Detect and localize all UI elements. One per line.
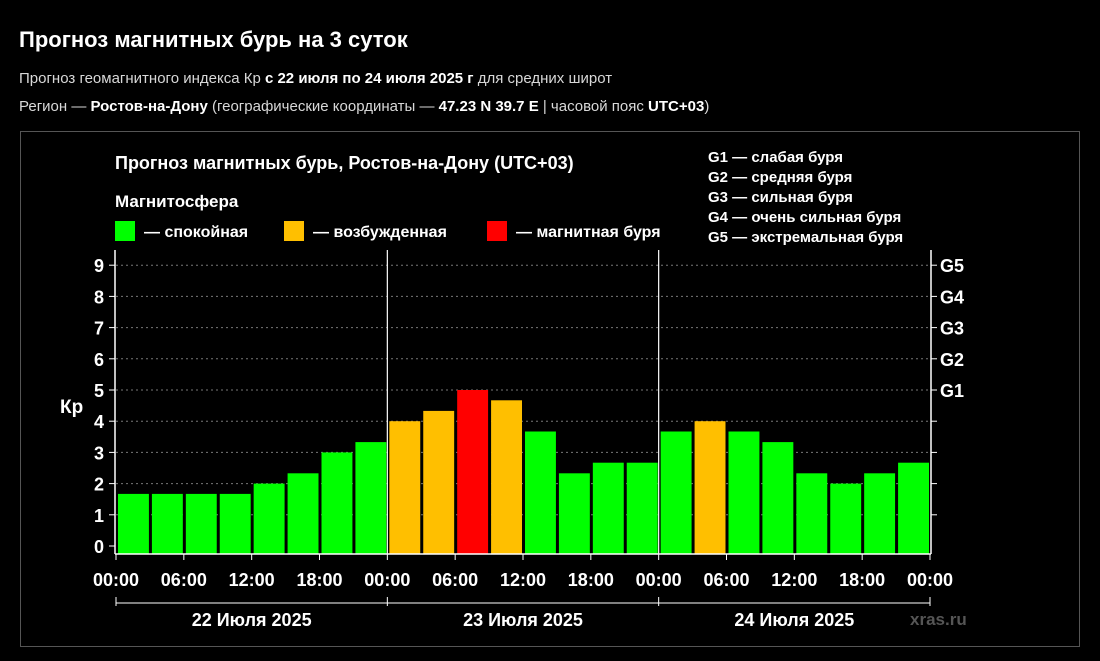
y-tick-label: 4 — [94, 412, 104, 432]
subtitle-prefix: Прогноз геомагнитного индекса Кр — [19, 70, 265, 87]
x-tick-label: 06:00 — [432, 570, 478, 590]
bar — [185, 493, 217, 554]
chart-frame — [20, 131, 1080, 647]
bar — [355, 442, 387, 554]
day-label: 24 Июля 2025 — [734, 610, 854, 630]
bar — [525, 431, 556, 554]
subtitle-period: с 22 июля по 24 июля 2025 г — [264, 70, 474, 87]
right-tick-label: G2 — [940, 350, 964, 370]
bar — [660, 431, 692, 554]
storm-scale-1: G1 — слабая буря — [708, 149, 843, 166]
region-timezone: UTC+03 — [648, 98, 705, 115]
bar — [253, 483, 285, 554]
y-tick-label: 8 — [94, 287, 104, 307]
region-tz-suffix: ) — [704, 98, 710, 115]
axes: 0 1 2 3 4 5 6 7 8 9 G1 G2 G3 G4 G5 — [94, 250, 964, 557]
right-tick-label: G5 — [940, 256, 964, 276]
x-tick-label: 06:00 — [703, 570, 749, 590]
y-tick-label: 9 — [94, 256, 104, 276]
bar — [118, 493, 149, 554]
y-tick-label: 7 — [94, 319, 104, 339]
bar — [796, 473, 828, 554]
bar — [762, 442, 794, 554]
bar — [287, 473, 319, 554]
storm-scale-4: G4 — очень сильная буря — [708, 209, 901, 226]
y-tick-label: 0 — [94, 537, 104, 557]
x-tick-label: 00:00 — [636, 570, 682, 590]
day-label: 23 Июля 2025 — [463, 610, 583, 630]
region-line: Регион — Ростов-на-Дону (географические … — [19, 98, 709, 115]
forecast-subtitle: Прогноз геомагнитного индекса Кр с 22 ию… — [19, 70, 612, 87]
storm-scale-3: G3 — сильная буря — [708, 189, 853, 206]
legend-swatch-1 — [115, 221, 135, 241]
x-tick-label: 18:00 — [568, 570, 614, 590]
bar — [694, 421, 726, 554]
subtitle-suffix: для средних широт — [473, 70, 613, 87]
x-axis: 00:00 06:00 12:00 18:00 00:00 06:00 12:00 18:00… — [93, 554, 953, 630]
x-tick-label: 12:00 — [229, 570, 275, 590]
chart-title: Прогноз магнитных бурь, Ростов-на-Дону (… — [115, 153, 574, 173]
bar — [830, 483, 862, 554]
bar — [219, 493, 251, 554]
x-tick-label: 00:00 — [93, 570, 139, 590]
x-tick-label: 00:00 — [907, 570, 953, 590]
grid-lines — [116, 264, 930, 516]
bar — [626, 462, 658, 554]
bar — [558, 473, 590, 554]
bar — [457, 390, 489, 554]
watermark: xras.ru — [910, 610, 967, 629]
y-tick-label: 3 — [94, 443, 104, 463]
bar — [864, 473, 896, 554]
legend-label-2: — возбужденная — [313, 224, 447, 241]
x-tick-label: 12:00 — [771, 570, 817, 590]
region-tz-prefix: | часовой пояс — [538, 98, 649, 115]
legend-label-3: — магнитная буря — [516, 224, 661, 241]
x-tick-label: 00:00 — [364, 570, 410, 590]
y-axis-label: Кр — [60, 397, 83, 418]
region-coords-prefix: (географические координаты — — [207, 98, 439, 115]
bar — [898, 462, 929, 554]
legend: — спокойная — возбужденная — магнитная бур… — [115, 221, 661, 241]
y-tick-label: 6 — [94, 350, 104, 370]
storm-scale-legend: G1 — слабая буря G2 — средняя буря G3 — си… — [708, 149, 903, 246]
region-prefix: Регион — — [19, 98, 91, 115]
x-tick-label: 18:00 — [296, 570, 342, 590]
bar — [423, 410, 455, 554]
day-label: 22 Июля 2025 — [192, 610, 312, 630]
bar — [728, 431, 760, 554]
right-tick-label: G3 — [940, 319, 964, 339]
bar — [592, 462, 624, 554]
storm-scale-5: G5 — экстремальная буря — [708, 229, 903, 246]
x-tick-label: 12:00 — [500, 570, 546, 590]
storm-scale-2: G2 — средняя буря — [708, 169, 852, 186]
y-tick-label: 5 — [94, 381, 104, 401]
right-tick-label: G4 — [940, 287, 964, 307]
bar — [151, 493, 183, 554]
bar — [321, 452, 353, 554]
bar — [491, 400, 522, 554]
region-city: Ростов-на-Дону — [90, 98, 208, 115]
legend-title: Магнитосфера — [115, 192, 239, 211]
y-tick-label: 2 — [94, 475, 104, 495]
legend-swatch-2 — [284, 221, 304, 241]
region-coords: 47.23 N 39.7 E — [438, 98, 539, 115]
bars — [118, 390, 929, 554]
legend-label-1: — спокойная — [144, 224, 248, 241]
legend-swatch-3 — [487, 221, 507, 241]
bar — [389, 421, 421, 554]
y-tick-label: 1 — [94, 506, 104, 526]
x-tick-label: 18:00 — [839, 570, 885, 590]
right-tick-label: G1 — [940, 381, 964, 401]
page-title: Прогноз магнитных бурь на 3 суток — [19, 27, 408, 52]
x-tick-label: 06:00 — [161, 570, 207, 590]
